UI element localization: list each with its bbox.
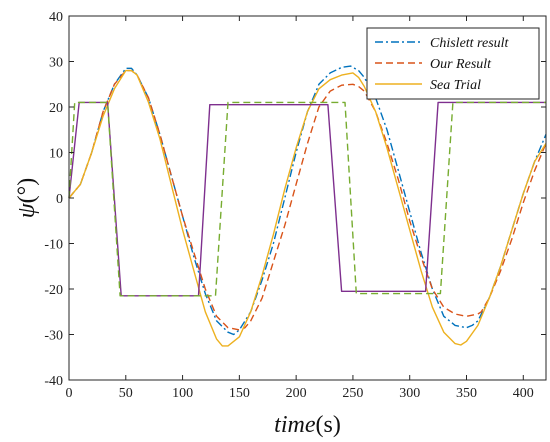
series-line-3 — [68, 69, 547, 347]
y-tick-label: 0 — [56, 192, 63, 207]
x-axis-title-unit: (s) — [316, 412, 341, 438]
x-tick-label: 400 — [513, 386, 534, 401]
x-tick-label: 0 — [66, 386, 73, 401]
x-tick-label: 250 — [342, 386, 363, 401]
series-line-4 — [68, 101, 546, 297]
series-line-2 — [68, 69, 547, 331]
y-axis-title: ψ(°) — [14, 178, 40, 219]
y-tick-label: -40 — [44, 374, 63, 389]
y-axis-title-main: ψ — [14, 202, 40, 218]
y-tick-label: 10 — [49, 147, 63, 162]
y-tick-label: -20 — [44, 283, 63, 298]
legend-label: Sea Trial — [430, 78, 481, 93]
x-tick-label: 100 — [172, 386, 193, 401]
y-tick-label: -30 — [44, 329, 63, 344]
legend-box — [366, 27, 540, 100]
x-axis: 0 50 100 150 200 250 300 350 400 — [66, 16, 534, 401]
y-tick-label: -10 — [44, 238, 63, 253]
x-tick-label: 150 — [229, 386, 250, 401]
y-tick-label: 40 — [49, 10, 63, 25]
x-tick-label: 300 — [399, 386, 420, 401]
legend: Chislett result Our Result Sea Trial — [366, 27, 540, 100]
x-axis-title-main: time — [274, 412, 316, 438]
series-line-5 — [68, 101, 546, 297]
legend-label: Chislett result — [430, 36, 510, 51]
y-tick-label: 20 — [49, 101, 63, 116]
x-tick-label: 50 — [119, 386, 133, 401]
x-tick-label: 200 — [286, 386, 307, 401]
x-axis-title: time(s) — [274, 412, 341, 438]
legend-label: Our Result — [430, 57, 492, 72]
y-tick-label: 30 — [49, 56, 63, 71]
plot-lines — [68, 65, 547, 347]
y-axis: -40 -30 -20 -10 0 10 20 30 40 — [44, 10, 546, 389]
y-axis-title-unit: (°) — [14, 178, 40, 204]
x-tick-label: 350 — [456, 386, 477, 401]
